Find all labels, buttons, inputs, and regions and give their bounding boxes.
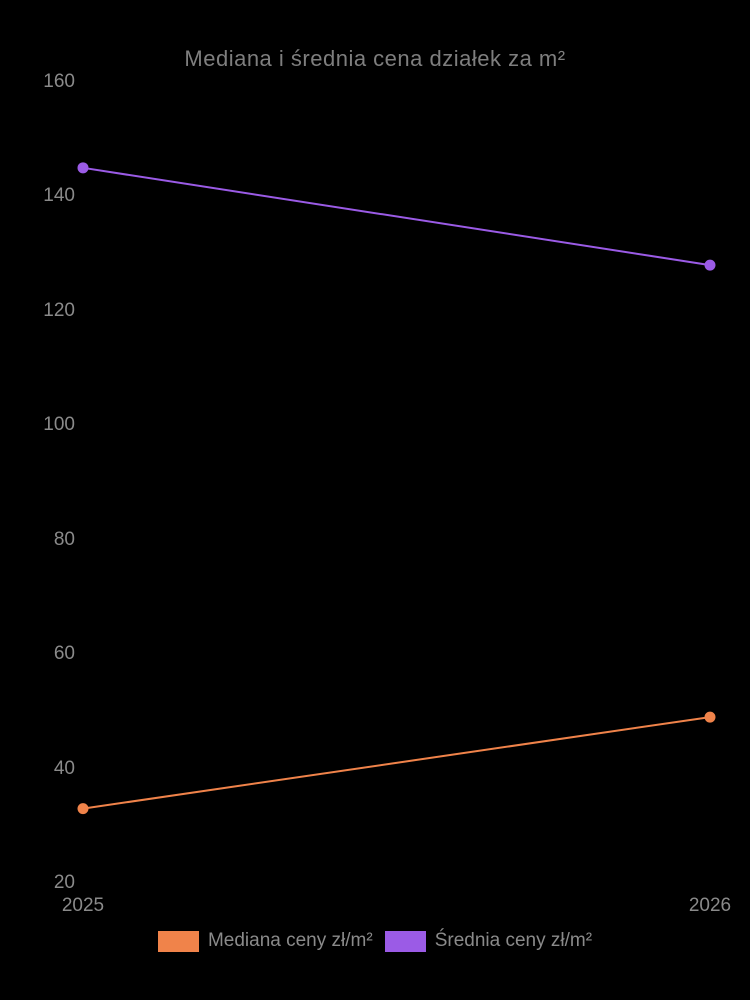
y-tick-label: 60 bbox=[53, 643, 75, 665]
y-tick-label: 140 bbox=[43, 185, 75, 207]
x-tick-label: 2026 bbox=[688, 895, 732, 916]
y-tick-label: 80 bbox=[53, 528, 75, 550]
series-line bbox=[82, 716, 711, 810]
chart-title: Mediana i średnia cena działek za m² bbox=[184, 46, 566, 71]
y-tick-label: 20 bbox=[53, 872, 75, 893]
data-point-marker bbox=[704, 259, 716, 271]
series-line bbox=[82, 166, 711, 267]
data-point-marker bbox=[77, 162, 89, 174]
legend: Mediana ceny zł/m² Średnia ceny zł/m² bbox=[0, 930, 750, 952]
data-point-marker bbox=[704, 711, 716, 723]
y-tick-label: 40 bbox=[53, 757, 75, 779]
y-tick-label: 120 bbox=[43, 299, 75, 321]
legend-item-srednia: Średnia ceny zł/m² bbox=[384, 930, 593, 952]
legend-label-mediana: Mediana ceny zł/m² bbox=[207, 930, 373, 951]
data-point-marker bbox=[77, 803, 89, 815]
legend-swatch-srednia-icon bbox=[384, 930, 426, 952]
legend-swatch-mediana-icon bbox=[157, 930, 199, 952]
y-tick-label: 160 bbox=[43, 71, 75, 92]
legend-item-mediana: Mediana ceny zł/m² bbox=[157, 930, 373, 952]
y-tick-label: 100 bbox=[43, 414, 75, 436]
x-tick-label: 2025 bbox=[61, 895, 105, 916]
legend-label-srednia: Średnia ceny zł/m² bbox=[434, 930, 593, 951]
